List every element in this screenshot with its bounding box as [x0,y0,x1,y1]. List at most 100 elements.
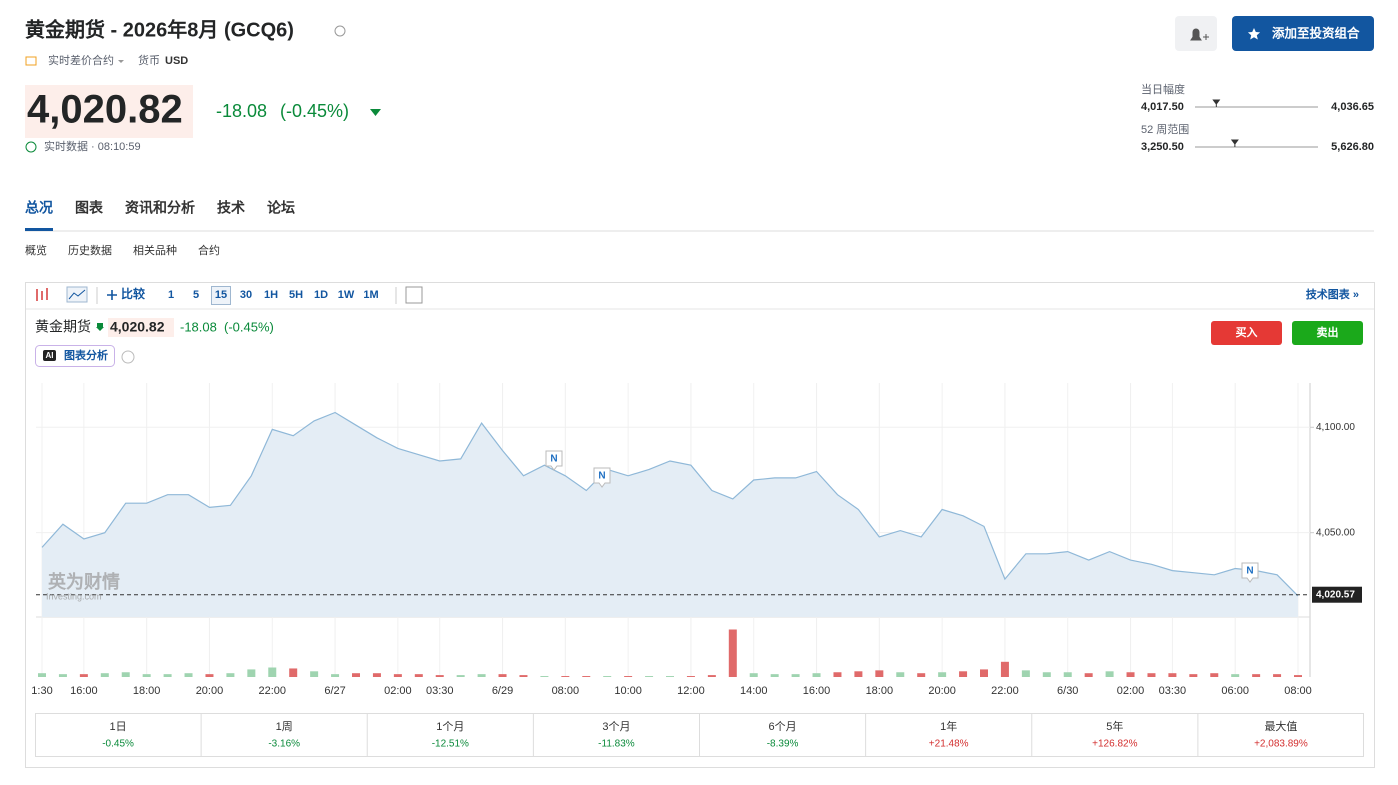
range-low: 4,017.50 [1141,101,1184,113]
news-marker-label: N [1246,566,1253,577]
line-glyph [68,289,86,300]
chart-down-arrow [96,323,104,331]
volume-bar [1168,673,1177,677]
technical-chart-link[interactable]: 技术图表 » [1306,287,1359,301]
volume-bar [184,673,193,677]
volume-bar [938,672,947,677]
last-price-box [1312,586,1362,603]
tab[interactable]: 论坛 [267,200,295,216]
volume-bar [582,676,591,677]
x-tick-label: 10:00 [614,685,642,697]
volume-bar [414,674,423,677]
range-marker [1212,99,1221,107]
volume-bar [875,670,884,677]
volume-bar [791,674,800,677]
volume-bar [1063,672,1072,677]
interval[interactable]: 5H [289,289,303,301]
interval[interactable]: 30 [240,289,252,301]
period[interactable]: 1日 [110,721,127,733]
contract-type: 实时差价合约 [48,53,114,67]
status: 实时数据 · 08:10:59 [44,139,141,153]
chart-change: -18.08 [180,319,217,334]
volume-bar [435,675,444,677]
volume-bar [58,674,67,677]
subtab[interactable]: 概览 [25,243,47,257]
volume-bar [121,672,130,677]
interval[interactable]: 15 [215,289,227,301]
range-high: 4,036.65 [1331,101,1374,113]
period[interactable]: 1周 [276,720,293,733]
news-marker[interactable] [545,450,563,471]
volume-bar [645,676,654,677]
volume-bar [561,676,570,677]
x-tick-label: 02:00 [1117,685,1145,697]
interval[interactable]: 1M [363,289,378,301]
buy-button[interactable] [1211,321,1282,345]
volume-bar [1126,672,1135,677]
ai-analysis: 图表分析 [64,348,108,362]
x-tick-label: 08:00 [1284,685,1312,697]
candle-icon[interactable] [36,288,48,301]
period[interactable]: 最大值 [1264,719,1297,733]
bell-icon [1190,28,1209,41]
intervals: 1 5 15 30 1H 5H 1D 1W 1M [168,286,379,305]
volume-bar [352,673,360,677]
sell-button[interactable] [1292,321,1363,345]
period-change: +126.82% [1092,739,1137,750]
news-marker-label: N [550,454,557,465]
interval[interactable]: 1W [338,289,355,301]
interval[interactable]: 1 [168,289,174,301]
chart-price: 4,020.82 [110,319,165,335]
chart-name: 黄金期货 [35,319,91,335]
period-change: +21.48% [929,739,969,750]
period-change: -12.51% [432,739,469,750]
portfolio-button[interactable] [1232,16,1374,51]
period[interactable]: 5年 [1106,719,1123,733]
info-icon[interactable] [334,25,346,37]
subtab[interactable]: 合约 [198,243,220,257]
volume-bar [1084,673,1093,677]
tab[interactable]: 技术 [217,200,245,216]
volume-bar [896,672,905,677]
watermark: Investing.com [46,591,102,601]
volume-bar [980,669,988,677]
x-tick-label: 20:00 [196,685,224,697]
period-change: -3.16% [268,739,300,750]
last-price-label: 4,020.57 [1316,589,1355,600]
change: -18.08 [216,101,267,121]
period[interactable]: 1年 [940,719,957,733]
interval[interactable]: 1H [264,289,278,301]
volume-bar [289,668,298,677]
subtab[interactable]: 历史数据 [68,243,112,257]
volume-bar [1042,672,1051,677]
news-marker[interactable] [593,467,611,488]
tab[interactable]: 总况 [25,200,53,216]
subtab[interactable]: 相关品种 [133,243,177,257]
volume-bar [1147,673,1156,677]
interval[interactable]: 5 [193,289,199,301]
period[interactable]: 1个月 [436,720,464,733]
x-tick-label: 12:00 [677,685,705,697]
tab[interactable]: 资讯和分析 [125,200,195,216]
volume-bar [1105,671,1114,677]
tab[interactable]: 图表 [75,200,104,216]
caret[interactable] [118,60,124,63]
clock-icon [25,141,37,153]
interval[interactable]: 1D [314,289,328,301]
line [41,411,1299,597]
volume-bar [247,669,256,677]
plus-icon [107,290,117,300]
info-icon[interactable] [121,350,135,364]
layout-icon[interactable] [405,286,423,304]
compare[interactable]: 比较 [121,286,145,301]
tab-underline [25,228,53,231]
line-icon[interactable] [66,286,88,303]
period[interactable]: 3个月 [602,720,630,733]
star-icon [1247,28,1261,40]
x-tick-label: 6/29 [492,685,513,697]
news-marker[interactable] [1241,562,1259,583]
volume-bar [205,674,214,677]
period[interactable]: 6个月 [769,720,797,733]
